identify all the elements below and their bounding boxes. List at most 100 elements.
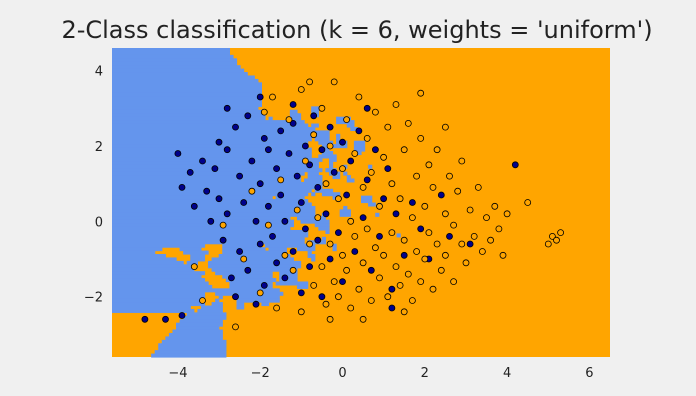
region-cell [208,264,302,269]
region-cell [112,199,309,204]
x-tick-label: 6 [585,366,593,381]
region-cell [368,164,373,169]
region-cell [321,144,348,149]
region-cell [112,68,245,73]
region-cell [112,157,323,162]
region-cell [321,147,330,152]
region-cell [222,247,266,252]
x-axis: −4 −2 0 2 4 6 [168,366,593,381]
region-cell [339,209,351,214]
region-cell [112,281,209,286]
region-cell [112,240,305,245]
class-1-point [363,225,371,233]
region-cell [112,212,316,217]
class-1-point [376,274,383,282]
class-0-point [186,168,194,176]
class-1-point [392,101,400,108]
class-1-point [297,86,305,93]
class-1-point [322,300,330,308]
class-0-point [289,101,297,108]
region-cell [332,243,337,248]
region-cell [112,154,312,159]
class-1-point [376,202,383,210]
class-0-point [256,180,264,188]
class-0-point [240,199,248,206]
class-1-point [359,315,367,323]
region-cell [314,137,330,142]
class-1-point [355,285,363,293]
class-1-point [487,236,495,244]
plot-area [112,48,610,358]
region-cell [112,61,238,66]
class-0-point [388,285,396,293]
region-cell [190,254,206,259]
class-0-point [236,248,244,255]
class-0-point [190,202,198,210]
region-cell [236,298,280,303]
region-cell [112,298,206,303]
class-1-point [404,270,412,278]
class-1-point [441,123,449,131]
region-cell [296,216,327,221]
class-1-point [433,240,441,248]
region-cell [325,229,330,234]
class-0-point [203,187,211,195]
region-cell [112,144,309,149]
region-cell [112,133,330,138]
y-tick-label: 4 [95,65,103,80]
region-cell [318,140,334,145]
region-cell [112,116,266,121]
class-0-point [359,214,367,222]
class-1-point [408,297,416,304]
class-1-point [326,240,334,248]
region-cell [353,144,366,149]
region-cell [112,243,206,248]
class-0-point [363,176,371,184]
class-1-point [326,315,334,323]
region-cell [339,212,351,217]
class-1-point [413,172,421,180]
region-cell [275,195,305,200]
class-1-point [417,134,425,142]
region-cell [112,78,259,83]
region-cell [112,308,195,313]
class-1-point [557,229,564,237]
class-0-point [326,123,334,131]
region-cell [179,247,202,252]
region-cell [112,223,295,228]
class-0-point [408,199,416,206]
class-0-point [285,150,293,157]
class-0-point [273,259,281,267]
region-cell [296,284,309,289]
region-cell [307,250,312,255]
region-cell [346,175,351,180]
class-0-point [318,293,326,301]
region-cell [300,219,330,224]
region-cell [112,219,295,224]
region-cell [154,350,227,355]
class-1-point [264,221,272,229]
region-cell [112,305,191,310]
region-cell [112,89,262,94]
x-tick-label: 4 [503,366,511,381]
class-1-point [260,108,268,116]
class-0-point [223,146,231,154]
region-cell [112,274,202,279]
class-0-point [392,210,400,218]
class-1-point [355,93,363,101]
class-0-point [277,191,285,199]
region-cell [311,192,316,197]
class-0-point [232,293,239,301]
class-0-point [252,217,260,225]
region-cell [321,192,341,197]
class-1-point [367,297,375,304]
region-cell [112,54,234,59]
class-1-point [396,281,404,289]
class-1-point [413,248,421,255]
region-cell [211,257,295,262]
class-1-point [553,236,560,244]
region-cell [264,243,316,248]
region-cell [179,319,223,324]
class-1-point [232,323,239,331]
y-tick-label: −2 [84,291,103,306]
